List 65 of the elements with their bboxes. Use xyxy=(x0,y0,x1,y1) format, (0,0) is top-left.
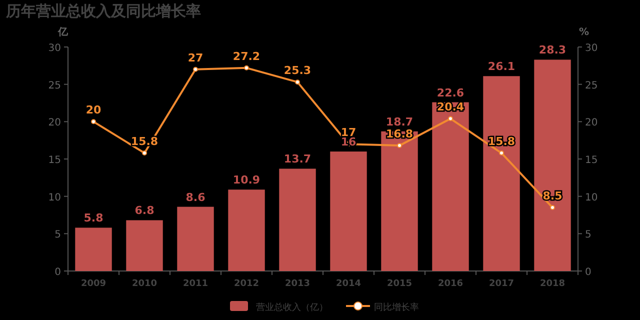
data-label: 20.4 xyxy=(436,100,464,114)
x-tick-label: 2015 xyxy=(386,279,412,289)
legend-label: 营业总收入（亿） xyxy=(256,302,328,313)
y-axis-title: 亿 xyxy=(57,26,69,38)
x-tick-label: 2010 xyxy=(132,279,158,289)
y-tick-label: 10 xyxy=(48,192,61,204)
bar xyxy=(432,102,469,271)
bar xyxy=(177,206,214,271)
data-label: 18.7 xyxy=(386,115,414,128)
data-label: 5.8 xyxy=(84,212,104,225)
x-tick-label: 2013 xyxy=(284,279,310,289)
data-label: 22.6 xyxy=(436,86,464,100)
y2-axis-title: % xyxy=(578,27,590,38)
data-label: 16.8 xyxy=(386,128,414,141)
bar xyxy=(534,60,571,271)
data-label: 27 xyxy=(188,51,204,64)
point xyxy=(91,119,96,124)
data-label: 27.2 xyxy=(232,50,260,63)
y-tick-label: 20 xyxy=(48,118,61,129)
point xyxy=(499,150,504,156)
y2-tick-label: 5 xyxy=(585,230,592,241)
x-tick-label: 2016 xyxy=(438,279,464,289)
bar xyxy=(279,168,316,271)
data-label: 13.7 xyxy=(284,152,312,166)
point xyxy=(244,65,249,70)
point xyxy=(448,116,453,122)
data-label: 15.8 xyxy=(488,135,516,148)
point xyxy=(550,205,555,210)
x-tick-label: 2012 xyxy=(234,279,260,289)
x-tick-label: 2011 xyxy=(182,279,208,289)
data-label: 25.3 xyxy=(284,64,312,78)
x-tick-label: 2017 xyxy=(488,279,514,289)
bar xyxy=(381,131,418,271)
y-tick-label: 25 xyxy=(48,80,61,92)
point xyxy=(142,150,147,156)
x-tick-label: 2018 xyxy=(540,279,566,289)
x-tick-label: 2009 xyxy=(80,279,106,289)
bar xyxy=(228,190,265,271)
data-label: 10.9 xyxy=(232,174,260,187)
data-label: 20 xyxy=(86,104,102,117)
y2-tick-label: 25 xyxy=(585,80,598,92)
x-tick-label: 2014 xyxy=(336,279,362,289)
data-label: 26.1 xyxy=(488,60,516,74)
y2-tick-label: 0 xyxy=(585,267,592,278)
y-tick-label: 5 xyxy=(54,230,61,241)
bar xyxy=(75,228,112,271)
y2-tick-label: 20 xyxy=(585,118,598,129)
data-label: 8.5 xyxy=(542,190,562,203)
point xyxy=(397,143,402,148)
y2-tick-label: 10 xyxy=(585,192,598,204)
y-tick-label: 30 xyxy=(48,43,61,54)
bar xyxy=(330,152,367,271)
legend-label: 同比增长率 xyxy=(374,302,419,313)
y-tick-label: 0 xyxy=(54,267,61,278)
data-label: 28.3 xyxy=(538,44,566,57)
chart-title: 历年营业总收入及同比增长率 xyxy=(5,2,201,20)
data-label: 6.8 xyxy=(134,204,154,218)
bar xyxy=(483,76,520,271)
y-tick-label: 15 xyxy=(48,155,61,166)
data-label: 8.6 xyxy=(186,190,206,204)
point xyxy=(295,80,300,85)
bar xyxy=(126,220,163,271)
y2-tick-label: 30 xyxy=(585,43,598,54)
y2-tick-label: 15 xyxy=(585,155,598,166)
point xyxy=(193,66,198,72)
